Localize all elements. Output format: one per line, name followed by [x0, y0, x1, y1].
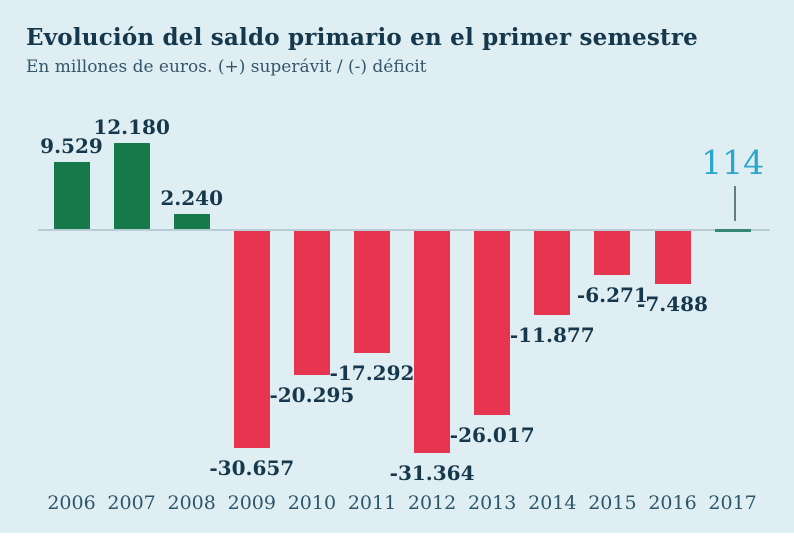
callout-pointer-line	[733, 186, 736, 221]
year-label-2013: 2013	[468, 492, 517, 514]
chart-subtitle: En millones de euros. (+) superávit / (-…	[26, 57, 427, 77]
year-label-2014: 2014	[528, 492, 577, 514]
value-label-2011: -17.292	[329, 361, 415, 386]
value-label-2010: -20.295	[269, 382, 355, 407]
bar-2008	[173, 213, 210, 230]
year-label-2006: 2006	[47, 492, 96, 514]
year-label-2007: 2007	[107, 492, 156, 514]
value-label-2007: 12.180	[93, 115, 170, 140]
year-label-2012: 2012	[407, 492, 457, 514]
year-label-2009: 2009	[227, 492, 276, 514]
value-label-2013: -26.017	[449, 423, 535, 448]
value-label-2017: 114	[701, 143, 765, 182]
bar-2013	[474, 230, 511, 416]
value-label-2006: 9.529	[40, 133, 103, 158]
bar-2011	[354, 230, 390, 354]
bar-2014	[534, 230, 571, 315]
year-label-2016: 2016	[648, 492, 697, 514]
bar-2009	[233, 230, 270, 449]
x-axis-line	[38, 229, 770, 231]
bottom-margin	[0, 533, 794, 541]
value-label-2015: -6.271	[576, 283, 648, 308]
year-label-2008: 2008	[167, 492, 216, 514]
value-label-2014: -11.877	[509, 322, 595, 347]
year-label-2015: 2015	[588, 492, 637, 514]
value-label-2009: -30.657	[209, 456, 295, 481]
year-label-2010: 2010	[287, 492, 337, 514]
bar-2017	[714, 228, 751, 232]
value-label-2012: -31.364	[389, 461, 475, 486]
bar-2016	[654, 230, 691, 284]
year-label-2011: 2011	[347, 492, 397, 514]
value-label-2008: 2.240	[160, 185, 224, 210]
year-label-2017: 2017	[708, 492, 757, 514]
chart-title: Evolución del saldo primario en el prime…	[26, 24, 699, 51]
bar-2007	[113, 143, 150, 230]
bar-2010	[293, 230, 330, 375]
bar-2006	[53, 161, 90, 230]
bar-2012	[414, 230, 451, 454]
bar-2015	[594, 230, 631, 276]
value-label-2016: -7.488	[637, 291, 708, 316]
